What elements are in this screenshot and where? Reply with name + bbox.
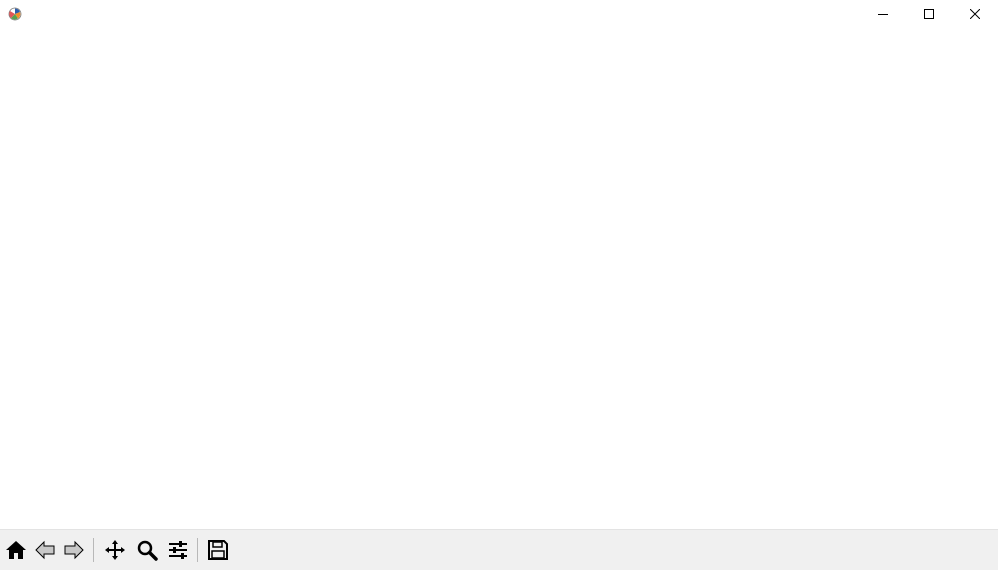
floppy-disk-icon — [208, 540, 228, 560]
minimize-icon — [878, 14, 888, 15]
configure-subplots-button[interactable] — [165, 537, 191, 563]
close-button[interactable] — [952, 0, 998, 28]
magnifier-icon — [137, 540, 158, 561]
title-bar — [0, 0, 998, 28]
maximize-button[interactable] — [906, 0, 952, 28]
back-button[interactable] — [32, 537, 58, 563]
sliders-icon — [169, 541, 187, 559]
matplotlib-icon — [8, 6, 22, 21]
home-button[interactable] — [3, 537, 29, 563]
navigation-toolbar — [0, 529, 998, 570]
wordcloud — [128, 111, 890, 496]
figure-canvas[interactable] — [0, 28, 998, 528]
minimize-button[interactable] — [860, 0, 906, 28]
save-button[interactable] — [205, 537, 231, 563]
back-arrow-icon — [35, 540, 55, 560]
toolbar-separator — [197, 538, 198, 562]
zoom-button[interactable] — [134, 537, 160, 563]
maximize-icon — [924, 9, 934, 19]
forward-button[interactable] — [61, 537, 87, 563]
forward-arrow-icon — [64, 540, 84, 560]
wordcloud-axes — [128, 111, 890, 496]
toolbar-separator — [93, 538, 94, 562]
close-icon — [970, 9, 980, 19]
move-icon — [105, 540, 125, 560]
pan-button[interactable] — [102, 537, 128, 563]
home-icon — [6, 541, 26, 559]
